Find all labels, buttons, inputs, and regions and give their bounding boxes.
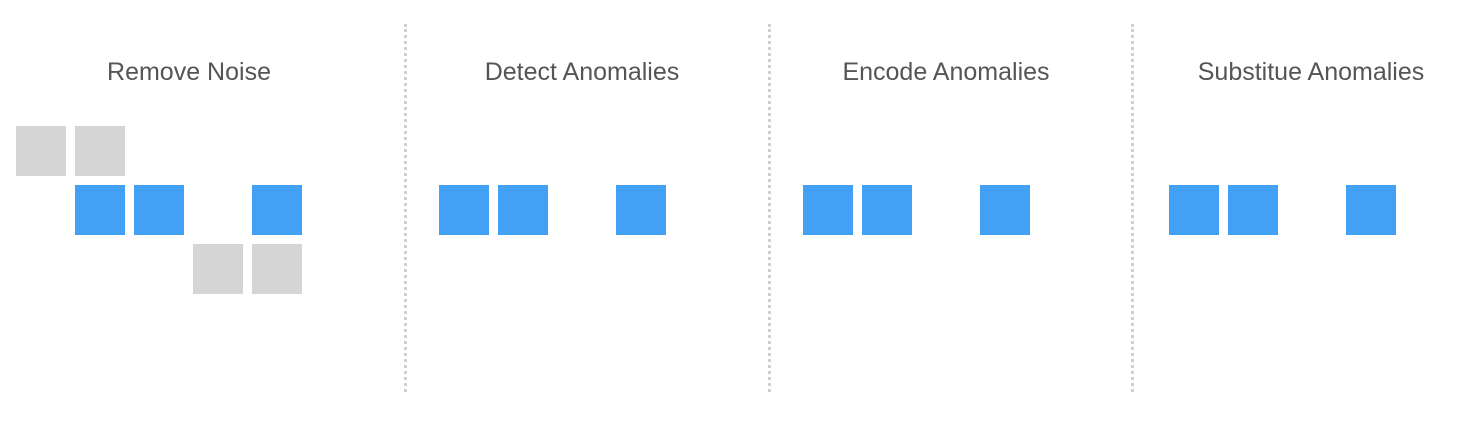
remove-noise-noise-square	[193, 244, 243, 294]
substitute-anomalies-normal-square	[1169, 185, 1219, 235]
substitute-anomalies-substituted-square	[1287, 185, 1337, 235]
stage-divider	[768, 24, 771, 392]
detect-anomalies-normal-square	[616, 185, 666, 235]
remove-noise-normal-square	[252, 185, 302, 235]
substitute-anomalies-normal-square	[1346, 185, 1396, 235]
remove-noise-noise-square	[16, 126, 66, 176]
remove-noise-anomaly-square	[311, 185, 361, 235]
encode-anomalies-normal-square	[862, 185, 912, 235]
stage-divider	[404, 24, 407, 392]
encode-anomalies-encoded-square	[921, 185, 971, 235]
stage-title-encode-anomalies: Encode Anomalies	[842, 58, 1050, 86]
remove-noise-normal-square	[134, 185, 184, 235]
detect-anomalies-anomaly-square	[557, 185, 607, 235]
encode-anomalies-encoded-square	[1039, 185, 1089, 235]
detect-anomalies-normal-square	[439, 185, 489, 235]
stage-divider	[1131, 24, 1134, 392]
remove-noise-normal-square	[75, 185, 125, 235]
substitute-anomalies-substituted-square	[1405, 185, 1455, 235]
encode-anomalies-normal-square	[980, 185, 1030, 235]
remove-noise-noise-square	[252, 244, 302, 294]
detect-anomalies-anomaly-square	[675, 185, 725, 235]
substitute-anomalies-normal-square	[1228, 185, 1278, 235]
stage-title-detect-anomalies: Detect Anomalies	[484, 58, 680, 86]
stage-title-substitute-anomalies: Substitue Anomalies	[1197, 58, 1425, 86]
remove-noise-anomaly-square	[193, 185, 243, 235]
stage-title-remove-noise: Remove Noise	[107, 58, 271, 86]
encode-anomalies-normal-square	[803, 185, 853, 235]
remove-noise-noise-square	[75, 126, 125, 176]
detect-anomalies-normal-square	[498, 185, 548, 235]
